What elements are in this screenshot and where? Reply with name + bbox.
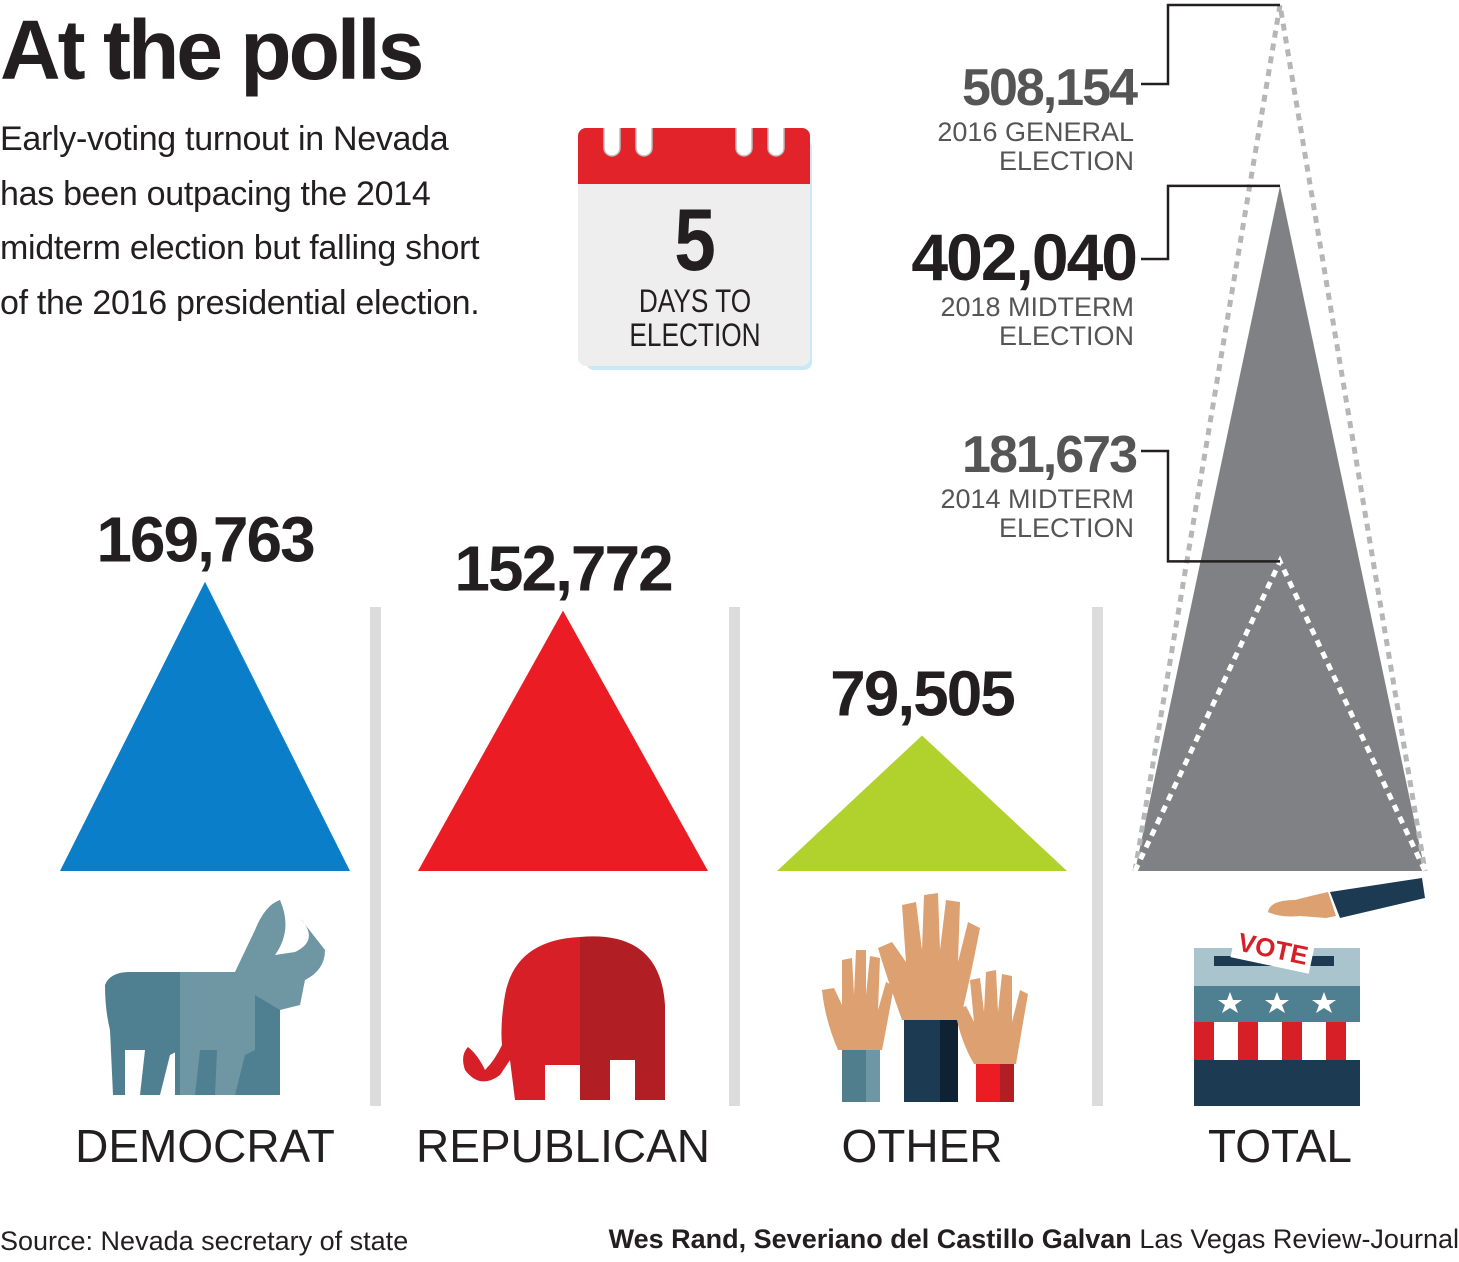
comparison-outline-1 (1132, 4, 1428, 872)
comparison-label-2b: ELECTION (999, 321, 1134, 351)
republican-triangle (418, 610, 708, 871)
triangle-marks (60, 185, 1425, 871)
total-label: TOTAL (1208, 1120, 1352, 1172)
comparison-leader-2 (1141, 184, 1280, 261)
category-labels: DEMOCRAT REPUBLICAN OTHER TOTAL (75, 1120, 1352, 1172)
subtitle: Early-voting turnout in Nevada has been … (0, 120, 480, 322)
other-value: 79,505 (830, 658, 1014, 730)
comparison-value-1: 508,154 (962, 59, 1138, 117)
comparison-label-3a: 2014 MIDTERM (940, 484, 1134, 514)
page-title: At the polls (0, 3, 424, 97)
countdown-number: 5 (674, 190, 716, 289)
democrat-label: DEMOCRAT (75, 1120, 335, 1172)
credit-line: Wes Rand, Severiano del Castillo Galvan … (609, 1224, 1459, 1255)
donkey-icon (105, 900, 325, 1095)
countdown-line1: DAYS TO (638, 283, 752, 319)
credit-outlet: Las Vegas Review-Journal (1131, 1224, 1459, 1254)
comparison-label-1a: 2016 GENERAL (937, 117, 1134, 147)
other-triangle (777, 735, 1067, 871)
comparison-value-2: 402,040 (911, 220, 1136, 294)
source-note: Source: Nevada secretary of state (0, 1226, 409, 1256)
republican-value: 152,772 (454, 533, 672, 605)
comparison-leader-1 (1141, 3, 1280, 86)
separator-1 (370, 607, 381, 1106)
other-label: OTHER (842, 1120, 1003, 1172)
democrat-triangle (60, 581, 350, 871)
credit-names: Wes Rand, Severiano del Castillo Galvan (608, 1224, 1132, 1254)
comparison-label-1b: ELECTION (999, 146, 1134, 176)
total-triangle (1135, 185, 1425, 871)
republican-label: REPUBLICAN (416, 1120, 710, 1172)
comparison-leader-3 (1141, 449, 1280, 563)
value-labels: 169,763 152,772 79,505 (96, 504, 1016, 730)
comparison-label-3b: ELECTION (999, 513, 1134, 543)
calendar-icon (578, 128, 812, 370)
separator-2 (729, 607, 740, 1106)
comparison-value-3: 181,673 (962, 426, 1137, 484)
countdown-line2: ELECTION (629, 317, 761, 353)
countdown-label: DAYS TO ELECTION (599, 284, 791, 352)
raised-hands-icon (822, 893, 1028, 1102)
comparison-label-2a: 2018 MIDTERM (940, 292, 1134, 322)
separator-3 (1092, 607, 1103, 1106)
column-separators (370, 607, 1103, 1106)
ballot-box-icon: VOTE (1194, 878, 1425, 1106)
elephant-icon (463, 936, 665, 1100)
democrat-value: 169,763 (96, 504, 314, 576)
